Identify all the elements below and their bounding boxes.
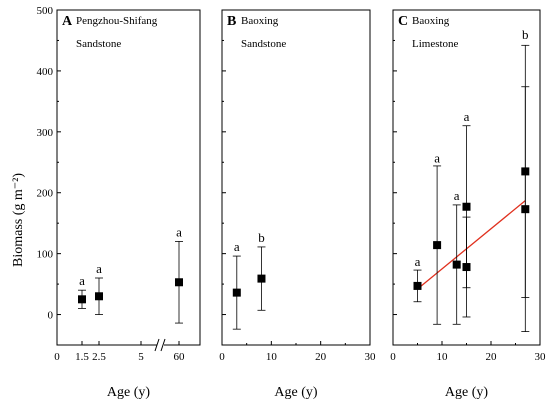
- data-point: [232, 288, 241, 297]
- site-name: Pengzhou-Shifang: [76, 15, 158, 27]
- data-point: [462, 263, 471, 272]
- x-tick-label: 0: [390, 351, 396, 363]
- y-tick-label: 400: [37, 66, 54, 78]
- significance-label: a: [96, 261, 102, 276]
- significance-label: a: [176, 224, 182, 239]
- rock-type: Sandstone: [76, 38, 121, 50]
- significance-label: a: [454, 188, 460, 203]
- axis-break-gap: [157, 339, 164, 351]
- significance-label: a: [79, 273, 85, 288]
- rock-type: Sandstone: [241, 38, 286, 50]
- axis-break-mark: [160, 338, 166, 352]
- data-point: [95, 292, 103, 301]
- x-tick-label: 10: [437, 351, 449, 363]
- x-tick-label: 2.5: [92, 351, 106, 363]
- trend-line: [417, 200, 526, 290]
- y-tick-label: 200: [37, 188, 54, 200]
- x-tick-label: 10: [266, 351, 278, 363]
- x-tick-label: 1.5: [75, 351, 89, 363]
- site-name: Baoxing: [241, 15, 279, 27]
- data-point: [462, 202, 471, 211]
- panel-c: 0 10 20 30 Age (y) C Baoxing Limestone a a a a b: [390, 9, 547, 400]
- x-tick-label: 5: [138, 351, 144, 363]
- data-point: [257, 274, 266, 283]
- y-tick-label: 100: [37, 249, 54, 261]
- data-point: [452, 260, 461, 269]
- x-tick-label: 20: [486, 351, 498, 363]
- data-point: [433, 241, 442, 250]
- x-axis-label: Age (y): [445, 385, 488, 400]
- x-tick-label: 30: [365, 351, 377, 363]
- data-point: [175, 278, 183, 287]
- data-point: [78, 295, 86, 304]
- x-tick-label: 20: [315, 351, 327, 363]
- significance-label: a: [415, 254, 421, 269]
- panel-a: 0 100 200 300 400 500 0 1.5 2.5 5 60 Age (y) A Pengzh…: [37, 5, 201, 400]
- x-axis-label: Age (y): [107, 385, 150, 400]
- x-axis-label: Age (y): [274, 385, 317, 400]
- panel-b: 0 10 20 30 Age (y) B Baoxing Sandstone a b: [219, 9, 377, 400]
- plot-frame: [56, 9, 201, 346]
- plot-frame: [221, 9, 371, 346]
- y-tick-label: 500: [37, 5, 54, 17]
- y-tick-label: 300: [37, 127, 54, 139]
- significance-label: b: [522, 27, 529, 42]
- y-tick-label: 0: [48, 310, 54, 322]
- x-tick-label: 30: [535, 351, 547, 363]
- x-tick-label: 0: [54, 351, 60, 363]
- significance-label: a: [234, 239, 240, 254]
- panel-letter: B: [227, 14, 236, 29]
- rock-type: Limestone: [412, 38, 459, 50]
- site-name: Baoxing: [412, 15, 450, 27]
- significance-label: b: [258, 230, 265, 245]
- x-tick-label: 60: [174, 351, 186, 363]
- panel-letter: C: [398, 14, 408, 29]
- significance-label: a: [464, 109, 470, 124]
- data-point: [413, 281, 422, 290]
- y-axis-label: Biomass (g m⁻²): [11, 173, 26, 267]
- significance-label: a: [434, 150, 440, 165]
- panel-letter: A: [62, 14, 73, 29]
- data-point: [521, 205, 530, 214]
- axis-break-mark: [154, 338, 160, 352]
- x-tick-label: 0: [219, 351, 225, 363]
